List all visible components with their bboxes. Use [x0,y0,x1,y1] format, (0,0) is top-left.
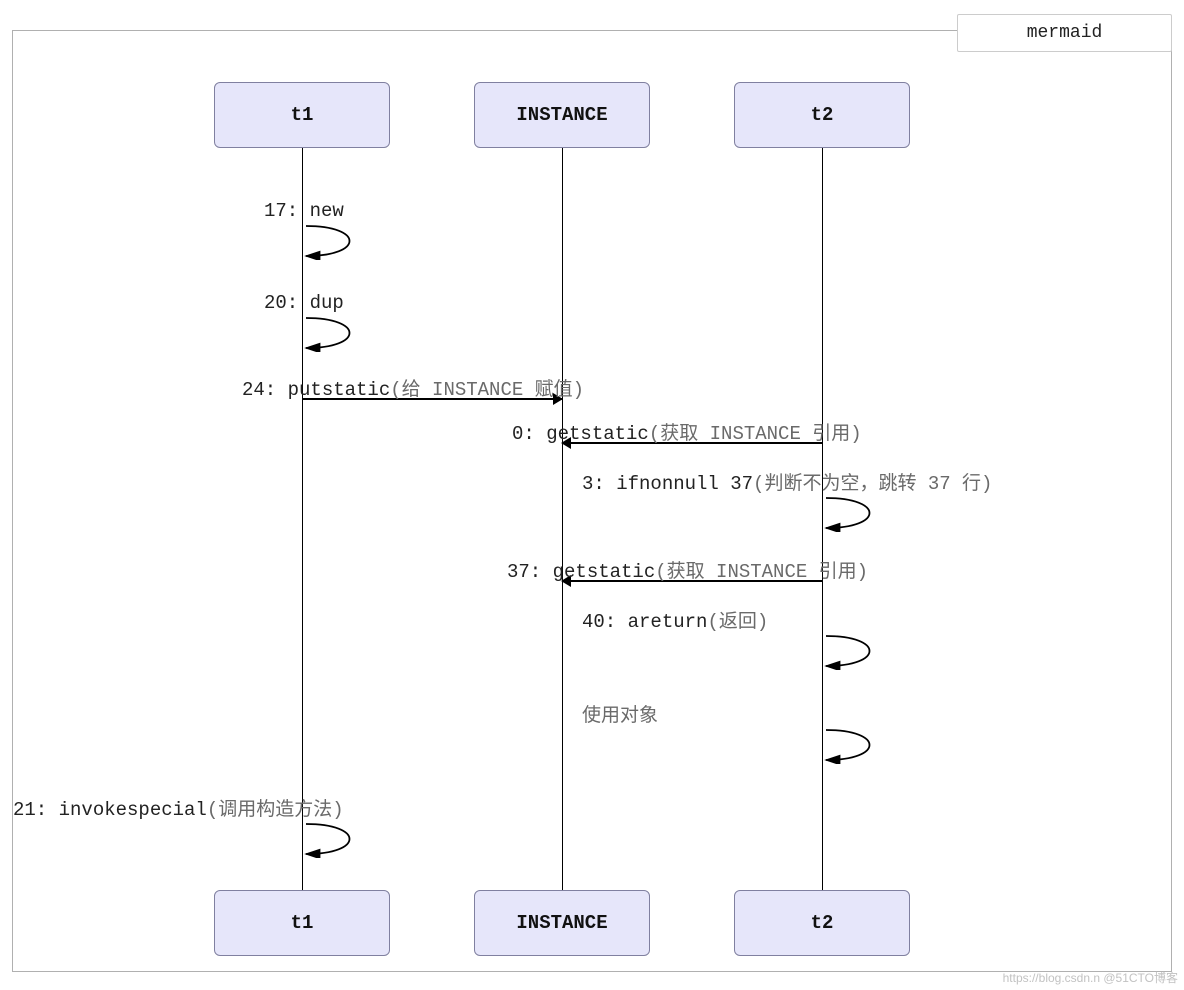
watermark: https://blog.csdn.n @51CTO博客 [1003,969,1178,986]
actor-t1-top: t1 [214,82,390,148]
self-loop [820,630,888,675]
message-label: 21: invokespecial(调用构造方法) [13,794,344,821]
actor-t2-bottom: t2 [734,890,910,956]
self-loop [300,312,368,357]
diagram-tag-label: mermaid [1027,23,1103,43]
message-label: 37: getstatic(获取 INSTANCE 引用) [507,556,868,583]
actor-label: t2 [811,912,834,934]
diagram-canvas: mermaid t1 INSTANCE t2 t1 INSTANCE t2 17… [0,0,1184,990]
message-label: 24: putstatic(给 INSTANCE 赋值) [242,374,584,401]
message-label: 17: new [264,200,344,222]
actor-label: t2 [811,104,834,126]
self-loop [820,492,888,537]
actor-instance-bottom: INSTANCE [474,890,650,956]
actor-t2-top: t2 [734,82,910,148]
self-loop [300,818,368,863]
actor-label: t1 [291,912,314,934]
diagram-tag: mermaid [957,14,1172,52]
self-loop [820,724,888,769]
message-label: 0: getstatic(获取 INSTANCE 引用) [512,418,862,445]
lifeline-instance [562,148,563,890]
message-label: 使用对象 [582,700,658,727]
actor-label: INSTANCE [516,912,607,934]
message-label: 20: dup [264,292,344,314]
message-label: 40: areturn(返回) [582,606,768,633]
diagram-frame [12,30,1172,972]
message-label: 3: ifnonnull 37(判断不为空，跳转 37 行) [582,468,992,495]
actor-instance-top: INSTANCE [474,82,650,148]
actor-t1-bottom: t1 [214,890,390,956]
actor-label: t1 [291,104,314,126]
actor-label: INSTANCE [516,104,607,126]
self-loop [300,220,368,265]
